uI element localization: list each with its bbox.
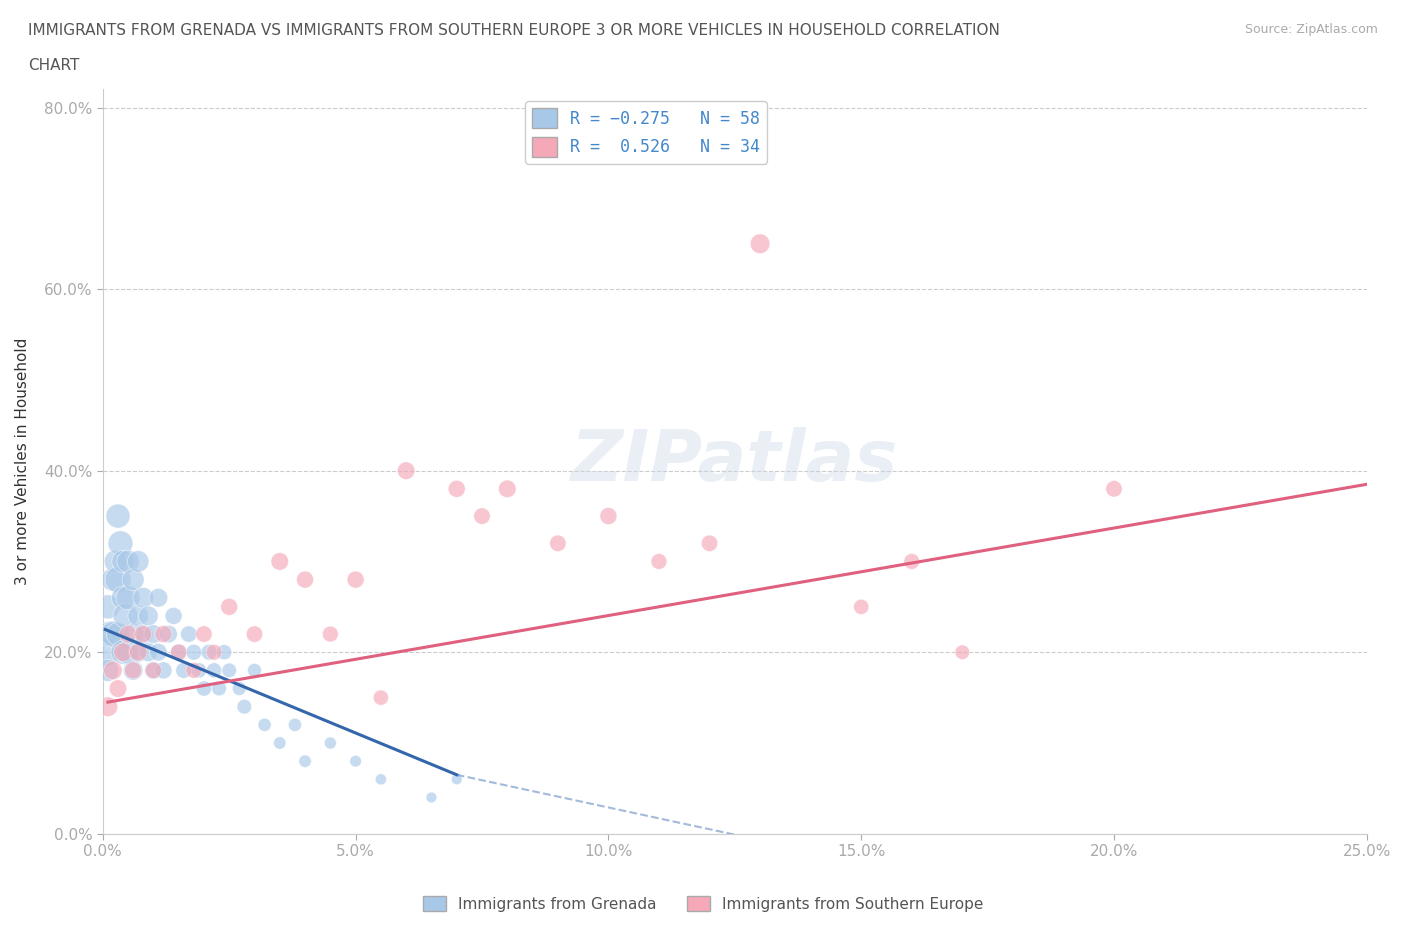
Legend: R = −0.275   N = 58, R =  0.526   N = 34: R = −0.275 N = 58, R = 0.526 N = 34: [526, 101, 768, 164]
Text: Source: ZipAtlas.com: Source: ZipAtlas.com: [1244, 23, 1378, 36]
Point: [112, 591, 135, 605]
Point: [117, 554, 139, 569]
Point: [344, 753, 367, 768]
Point: [319, 627, 342, 642]
Point: [142, 663, 165, 678]
Point: [112, 644, 135, 659]
Point: [132, 627, 155, 642]
Point: [122, 627, 145, 642]
Point: [94, 644, 117, 659]
Point: [950, 644, 973, 659]
Point: [136, 644, 159, 659]
Point: [243, 627, 266, 642]
Text: IMMIGRANTS FROM GRENADA VS IMMIGRANTS FROM SOUTHERN EUROPE 3 OR MORE VEHICLES IN: IMMIGRANTS FROM GRENADA VS IMMIGRANTS FR…: [28, 23, 1000, 38]
Point: [107, 681, 129, 696]
Point: [294, 572, 316, 587]
Point: [97, 600, 120, 615]
Point: [496, 482, 519, 497]
Point: [183, 644, 205, 659]
Point: [122, 663, 145, 678]
Point: [269, 736, 291, 751]
Point: [420, 790, 443, 804]
Point: [112, 554, 135, 569]
Point: [900, 554, 922, 569]
Point: [148, 644, 170, 659]
Point: [193, 627, 215, 642]
Point: [202, 663, 225, 678]
Point: [107, 627, 129, 642]
Point: [370, 772, 392, 787]
Point: [97, 663, 120, 678]
Point: [218, 663, 240, 678]
Point: [446, 482, 468, 497]
Point: [208, 681, 231, 696]
Text: CHART: CHART: [28, 58, 80, 73]
Point: [101, 572, 124, 587]
Point: [228, 681, 250, 696]
Point: [187, 663, 209, 678]
Point: [243, 663, 266, 678]
Point: [107, 572, 129, 587]
Point: [177, 627, 200, 642]
Point: [142, 663, 165, 678]
Point: [122, 572, 145, 587]
Point: [117, 627, 139, 642]
Point: [112, 644, 135, 659]
Point: [547, 536, 569, 551]
Point: [212, 644, 235, 659]
Point: [107, 509, 129, 524]
Legend: Immigrants from Grenada, Immigrants from Southern Europe: Immigrants from Grenada, Immigrants from…: [416, 889, 990, 918]
Point: [233, 699, 256, 714]
Point: [370, 690, 392, 705]
Point: [699, 536, 721, 551]
Point: [117, 644, 139, 659]
Point: [152, 663, 174, 678]
Point: [173, 663, 195, 678]
Point: [319, 736, 342, 751]
Point: [749, 236, 772, 251]
Point: [162, 608, 184, 623]
Point: [101, 627, 124, 642]
Point: [157, 627, 180, 642]
Point: [152, 627, 174, 642]
Y-axis label: 3 or more Vehicles in Household: 3 or more Vehicles in Household: [15, 338, 30, 585]
Point: [167, 644, 190, 659]
Point: [127, 554, 149, 569]
Point: [100, 627, 122, 642]
Point: [127, 608, 149, 623]
Text: ZIPatlas: ZIPatlas: [571, 427, 898, 496]
Point: [193, 681, 215, 696]
Point: [294, 753, 316, 768]
Point: [284, 717, 307, 732]
Point: [132, 627, 155, 642]
Point: [1102, 482, 1125, 497]
Point: [132, 591, 155, 605]
Point: [253, 717, 276, 732]
Point: [127, 644, 149, 659]
Point: [648, 554, 671, 569]
Point: [122, 663, 145, 678]
Point: [183, 663, 205, 678]
Point: [167, 644, 190, 659]
Point: [344, 572, 367, 587]
Point: [136, 608, 159, 623]
Point: [218, 600, 240, 615]
Point: [110, 536, 132, 551]
Point: [269, 554, 291, 569]
Point: [101, 663, 124, 678]
Point: [104, 554, 127, 569]
Point: [446, 772, 468, 787]
Point: [97, 699, 120, 714]
Point: [471, 509, 494, 524]
Point: [395, 463, 418, 478]
Point: [142, 627, 165, 642]
Point: [202, 644, 225, 659]
Point: [148, 591, 170, 605]
Point: [851, 600, 873, 615]
Point: [114, 608, 136, 623]
Point: [198, 644, 221, 659]
Point: [117, 591, 139, 605]
Point: [598, 509, 620, 524]
Point: [127, 644, 149, 659]
